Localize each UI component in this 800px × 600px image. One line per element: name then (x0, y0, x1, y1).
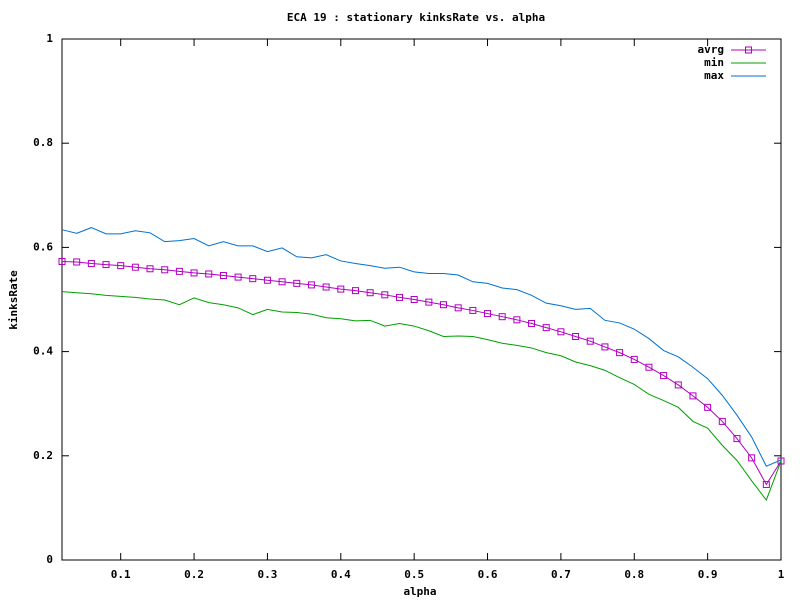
point-marker (307, 281, 315, 289)
point-marker (484, 310, 492, 318)
x-tick-label: 0.7 (551, 568, 571, 581)
legend-label: avrg (698, 43, 725, 56)
point-marker (234, 273, 242, 281)
point-marker (278, 278, 286, 286)
point-marker (440, 301, 448, 309)
point-marker (762, 480, 770, 488)
point-marker (660, 372, 668, 380)
point-marker (337, 285, 345, 293)
x-tick-label: 1 (778, 568, 785, 581)
point-marker (630, 355, 638, 363)
point-marker (410, 296, 418, 303)
point-marker (366, 289, 374, 297)
point-marker (87, 260, 95, 268)
chart-title: ECA 19 : stationary kinksRate vs. alpha (287, 11, 545, 24)
series-line (61, 260, 782, 486)
point-marker (528, 319, 536, 327)
point-marker (704, 403, 712, 411)
point-marker (117, 262, 125, 270)
x-tick-label: 0.6 (478, 568, 498, 581)
point-marker (293, 279, 301, 287)
y-tick-label: 0 (46, 553, 53, 566)
point-marker (351, 287, 359, 295)
point-marker (733, 435, 741, 443)
plot-frame (61, 38, 782, 561)
point-marker (645, 363, 653, 371)
x-tick-label: 0.3 (257, 568, 277, 581)
point-marker (263, 276, 271, 284)
point-marker (454, 304, 462, 312)
point-marker (146, 265, 154, 273)
legend-label: min (704, 56, 724, 69)
y-axis-label: kinksRate (7, 270, 20, 330)
point-marker (249, 275, 257, 283)
y-tick-label: 0.2 (33, 449, 53, 462)
point-marker (395, 293, 403, 301)
point-marker (219, 272, 227, 280)
point-marker (542, 324, 550, 332)
point-marker (586, 337, 594, 345)
point-marker (161, 266, 169, 274)
legend-marker (745, 46, 752, 54)
x-axis-label: alpha (403, 585, 436, 598)
x-tick-label: 0.8 (624, 568, 644, 581)
point-marker (498, 313, 506, 321)
point-marker (58, 257, 66, 265)
point-marker (381, 291, 389, 299)
point-marker (616, 349, 624, 357)
legend-label: max (704, 69, 724, 82)
point-marker (513, 316, 521, 324)
x-tick-label: 0.9 (698, 568, 718, 581)
point-marker (601, 343, 609, 351)
point-marker (748, 454, 756, 462)
point-marker (205, 270, 213, 278)
point-marker (469, 306, 477, 314)
point-marker (674, 381, 682, 389)
point-marker (175, 267, 183, 275)
series-line (61, 291, 782, 502)
point-marker (572, 332, 580, 340)
x-tick-label: 0.5 (404, 568, 424, 581)
point-marker (718, 417, 726, 425)
point-marker (131, 263, 139, 271)
point-marker (190, 269, 198, 277)
point-marker (689, 392, 697, 400)
point-marker (425, 298, 433, 306)
point-marker (73, 258, 81, 266)
y-tick-label: 0.6 (33, 240, 53, 253)
x-tick-label: 0.2 (184, 568, 204, 581)
y-tick-label: 0.4 (33, 345, 53, 358)
x-tick-label: 0.4 (331, 568, 351, 581)
point-marker (102, 261, 110, 269)
point-marker (322, 283, 330, 291)
series-line (61, 227, 782, 467)
y-tick-label: 0.8 (33, 136, 53, 149)
x-tick-label: 0.1 (111, 568, 131, 581)
y-tick-label: 1 (46, 32, 53, 45)
point-marker (557, 328, 565, 336)
